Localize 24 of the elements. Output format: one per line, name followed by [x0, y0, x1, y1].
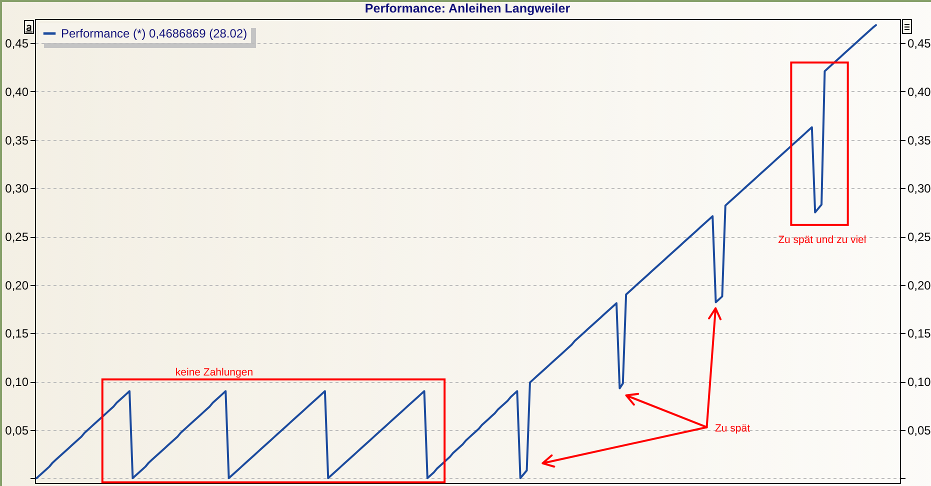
y-tick-label: 0,05 — [5, 423, 29, 438]
y-tick-label: 0,15 — [5, 326, 29, 341]
y-tick-label: 0,20 — [5, 278, 29, 292]
chart-title: Performance: Anleihen Langweiler — [364, 2, 570, 16]
y2-tick-label: 0,25 — [908, 230, 931, 244]
annotation: Zu spät und zu viel — [778, 234, 866, 246]
legend-label: Performance (*) 0,4686869 (28.02) — [61, 26, 248, 40]
y-tick-label: 0,30 — [5, 182, 29, 196]
y2-tick-label: 0,35 — [908, 133, 931, 148]
y-tick-label: 0,25 — [5, 230, 29, 244]
y-tick-label: 0,40 — [5, 85, 29, 99]
y2-tick-label: 0,05 — [908, 423, 931, 438]
y2-tick-label: 0,40 — [908, 85, 931, 99]
y2-tick-label: 0,20 — [908, 278, 931, 292]
y2-tick-label: 0,30 — [908, 182, 931, 196]
annotation: Zu spät — [715, 422, 750, 435]
annotation: keine Zahlungen — [175, 366, 254, 379]
line-series — [36, 24, 877, 480]
y2-tick-label: 0,15 — [908, 326, 931, 341]
y-tick-label: 0,35 — [5, 133, 29, 148]
y2-tick-label: 0,10 — [908, 375, 931, 389]
y2-tick-label: 0,45 — [908, 36, 931, 51]
y-tick-label: 0,45 — [5, 36, 29, 51]
y-tick-label: 0,10 — [5, 375, 29, 389]
